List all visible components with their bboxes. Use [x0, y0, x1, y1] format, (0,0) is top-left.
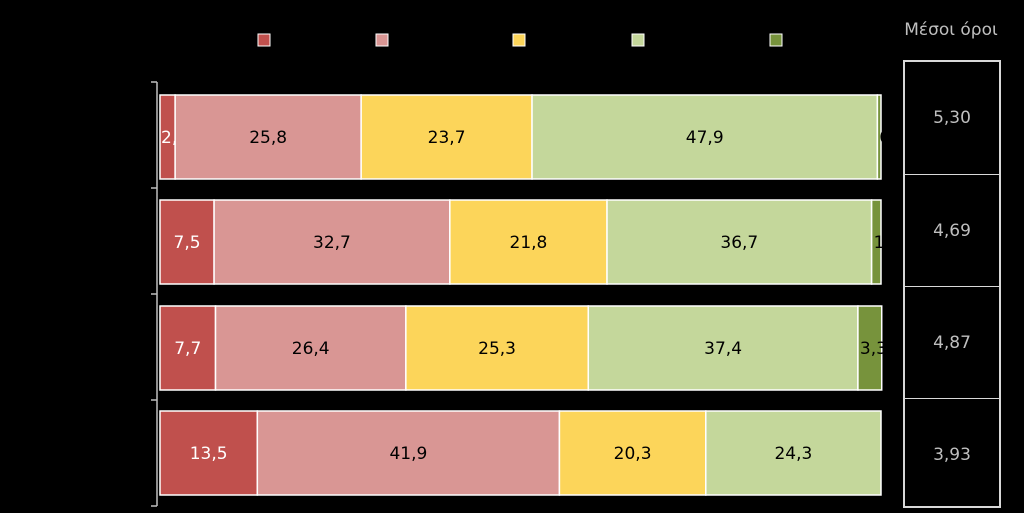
bar-segment [876, 94, 882, 180]
bar-segment [870, 199, 882, 285]
data-label: 25,8 [249, 128, 287, 148]
bar-segment [214, 305, 407, 391]
data-label: 25,3 [478, 339, 516, 359]
bar-segment [159, 305, 217, 391]
bar-segment [449, 199, 608, 285]
stacked-bar-chart: 2,125,823,747,90,7,532,721,836,71,7,726,… [151, 33, 890, 507]
data-label: 13,5 [190, 444, 228, 464]
data-label: 20,3 [614, 444, 652, 464]
bar-segment [174, 94, 362, 180]
data-label: 47,9 [686, 128, 724, 148]
data-label: 23,7 [428, 128, 466, 148]
data-label: 7,5 [174, 233, 201, 253]
bar-segment [857, 305, 883, 391]
data-label: 7,7 [174, 339, 201, 359]
legend-swatch [769, 33, 783, 47]
data-label: 32,7 [313, 233, 351, 253]
data-label: 0, [879, 128, 890, 148]
data-label: 37,4 [704, 339, 742, 359]
bar-segment [405, 305, 590, 391]
legend-swatch [375, 33, 389, 47]
legend-swatch [512, 33, 526, 47]
mean-value: 3,93 [905, 398, 999, 510]
data-label: 26,4 [292, 339, 330, 359]
data-label: 1, [874, 233, 890, 253]
bar-segment [705, 410, 882, 496]
means-table: 5,30 4,69 4,87 3,93 [903, 60, 1001, 508]
mean-value: 5,30 [933, 108, 971, 128]
legend-swatch [257, 33, 271, 47]
means-title: Μέσοι όροι [904, 20, 998, 40]
bar-segment [360, 94, 533, 180]
data-label: 24,3 [774, 444, 812, 464]
mean-value: 4,69 [905, 174, 999, 286]
data-label: 41,9 [389, 444, 427, 464]
data-label: 21,8 [510, 233, 548, 253]
mean-value: 4,87 [905, 286, 999, 398]
bar-segment [256, 410, 561, 496]
bar-segment [606, 199, 873, 285]
data-label: 36,7 [720, 233, 758, 253]
legend-swatch [631, 33, 645, 47]
data-label: 3,3 [860, 339, 887, 359]
bar-segment [213, 199, 451, 285]
bar-segment [587, 305, 859, 391]
